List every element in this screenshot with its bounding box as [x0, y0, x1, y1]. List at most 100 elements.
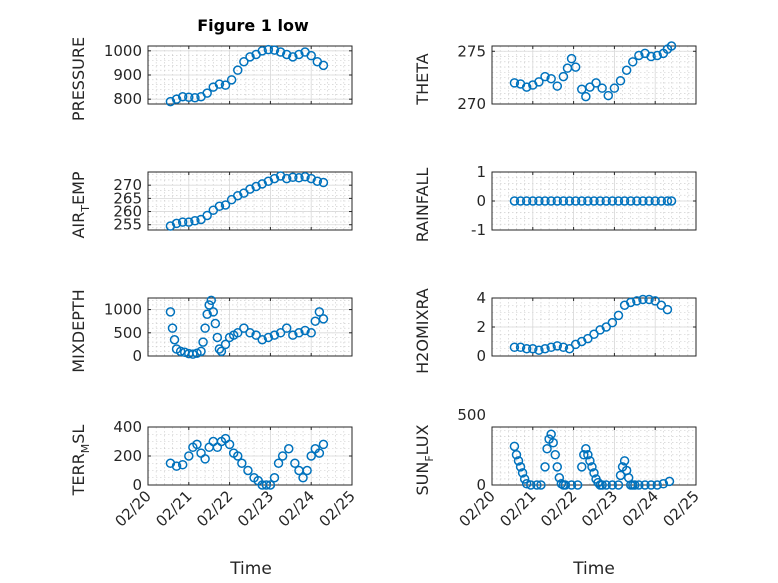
data-point: [188, 349, 198, 359]
data-point: [294, 49, 304, 60]
data-point: [273, 458, 284, 468]
data-point: [589, 329, 599, 339]
data-point: [601, 480, 611, 490]
data-point: [652, 50, 662, 61]
data-point: [265, 480, 276, 490]
data-point: [572, 480, 583, 490]
data-point: [269, 45, 280, 55]
data-point: [509, 196, 520, 206]
y-tick-label: 0: [132, 476, 142, 494]
x-tick-label: 02/23: [578, 487, 621, 530]
data-point: [233, 451, 243, 461]
data-point: [564, 196, 575, 206]
data-point: [595, 196, 605, 206]
data-point: [220, 200, 231, 210]
data-series: [509, 196, 677, 206]
subplot-h2omixra: 0 2 4 H2OMIXRA: [413, 288, 697, 374]
y-tick-label: 1: [476, 163, 486, 181]
x-tick-label: 02/25: [660, 487, 703, 530]
data-point: [243, 465, 253, 476]
data-point: [652, 480, 662, 490]
y-tick-label: 270: [457, 95, 486, 113]
data-point: [167, 323, 178, 333]
data-point: [540, 344, 550, 354]
data-point: [245, 52, 255, 62]
x-axis-label-right: Time: [572, 559, 615, 579]
data-point: [540, 71, 550, 82]
data-point: [581, 444, 591, 454]
data-point: [208, 307, 219, 317]
data-point: [177, 217, 188, 227]
data-point: [632, 196, 642, 206]
data-point: [281, 173, 292, 184]
data-point: [169, 335, 180, 345]
data-point: [577, 196, 587, 206]
data-series: [509, 429, 675, 490]
data-point: [540, 196, 550, 206]
data-point: [214, 201, 225, 212]
data-point: [306, 328, 316, 338]
data-point: [306, 173, 316, 184]
data-point: [607, 196, 618, 206]
data-point: [288, 52, 298, 62]
data-point: [579, 450, 589, 460]
y-tick-label: 1000: [104, 301, 142, 319]
data-point: [632, 296, 642, 306]
data-point: [589, 468, 599, 478]
data-point: [628, 57, 638, 67]
data-point: [634, 50, 644, 61]
data-point: [212, 332, 223, 343]
data-point: [554, 473, 565, 483]
data-point: [251, 330, 261, 340]
data-point: [583, 196, 593, 206]
data-point: [214, 79, 225, 89]
data-point: [190, 216, 200, 226]
data-point: [521, 344, 532, 354]
data-point: [175, 346, 186, 357]
y-axis-label: RAINFALL: [413, 168, 432, 243]
y-tick-label: 0: [132, 347, 142, 365]
data-point: [519, 474, 530, 484]
data-point: [171, 94, 182, 104]
subplot-theta: 270 275 THETA: [413, 41, 697, 113]
data-point: [613, 196, 624, 206]
x-tick-label: 02/24: [619, 487, 662, 530]
data-point: [640, 480, 650, 490]
y-tick-label: 0: [476, 347, 486, 365]
data-point: [558, 71, 569, 82]
data-point: [646, 51, 656, 62]
axes-background: [148, 172, 352, 230]
data-point: [570, 62, 581, 72]
data-point: [585, 456, 595, 466]
y-tick-label: 400: [113, 418, 142, 436]
x-tick-label: 02/21: [152, 487, 195, 530]
data-point: [202, 309, 212, 319]
data-point: [517, 468, 528, 478]
data-point: [202, 210, 212, 221]
y-tick-label: -1: [471, 221, 486, 239]
y-tick-label: 1000: [104, 42, 142, 60]
data-point: [619, 196, 630, 206]
data-point: [591, 78, 601, 88]
data-point: [214, 344, 225, 354]
data-point: [528, 196, 538, 206]
data-series: [509, 41, 677, 102]
data-point: [306, 50, 316, 61]
data-point: [281, 49, 292, 60]
axes-frame: [147, 297, 353, 357]
data-point: [302, 465, 312, 476]
y-tick-label: 4: [476, 289, 486, 307]
axes-frame: [491, 45, 697, 105]
data-point: [646, 480, 656, 490]
data-point: [536, 480, 546, 490]
data-point: [526, 480, 536, 490]
data-point: [534, 77, 544, 87]
data-point: [546, 73, 556, 84]
y-axis-label: H2OMIXRA: [413, 288, 432, 374]
data-point: [300, 325, 310, 336]
data-point: [312, 176, 323, 186]
data-point: [257, 179, 267, 189]
data-point: [263, 332, 274, 343]
data-point: [650, 296, 660, 306]
